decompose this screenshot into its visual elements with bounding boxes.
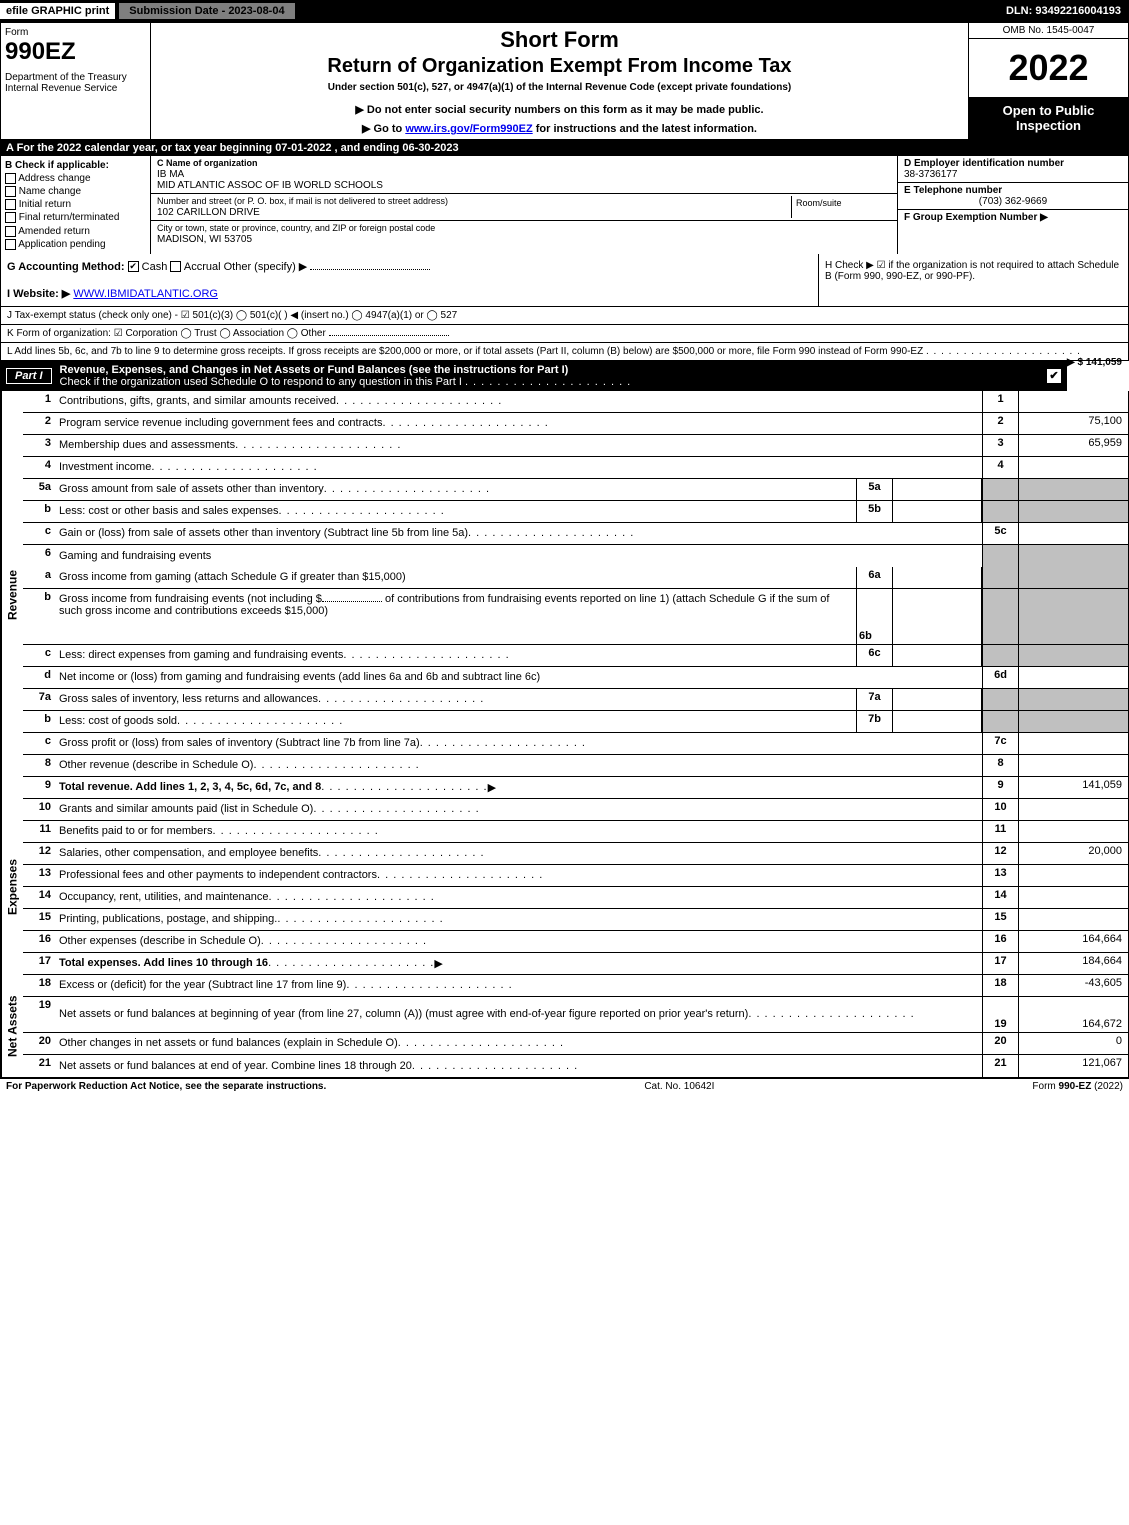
- line-11: 11Benefits paid to or for members11: [23, 821, 1128, 843]
- e-phone: E Telephone number (703) 362-9669: [898, 183, 1128, 210]
- line-6c: cLess: direct expenses from gaming and f…: [23, 645, 1128, 667]
- row-l: L Add lines 5b, 6c, and 7b to line 9 to …: [0, 343, 1129, 361]
- website-link[interactable]: WWW.IBMIDATLANTIC.ORG: [73, 288, 218, 300]
- form-ref: Form 990-EZ (2022): [1032, 1081, 1123, 1092]
- f-group: F Group Exemption Number ▶: [898, 210, 1128, 254]
- revenue-section: Revenue 1Contributions, gifts, grants, a…: [0, 391, 1129, 799]
- short-form-title: Short Form: [159, 27, 960, 53]
- cb-final[interactable]: Final return/terminated: [5, 212, 146, 223]
- line-8: 8Other revenue (describe in Schedule O)8: [23, 755, 1128, 777]
- cb-pending[interactable]: Application pending: [5, 239, 146, 250]
- header-right: OMB No. 1545-0047 2022 Open to Public In…: [968, 23, 1128, 139]
- cb-accrual[interactable]: [170, 261, 181, 272]
- line-7b: bLess: cost of goods sold7b: [23, 711, 1128, 733]
- cb-amended[interactable]: Amended return: [5, 226, 146, 237]
- netassets-section: Net Assets 18Excess or (deficit) for the…: [0, 975, 1129, 1078]
- c-street: Number and street (or P. O. box, if mail…: [151, 194, 897, 221]
- line-7a: 7aGross sales of inventory, less returns…: [23, 689, 1128, 711]
- form-header: Form 990EZ Department of the Treasury In…: [0, 22, 1129, 140]
- page-footer: For Paperwork Reduction Act Notice, see …: [0, 1078, 1129, 1094]
- line-12: 12Salaries, other compensation, and empl…: [23, 843, 1128, 865]
- line-6d: dNet income or (loss) from gaming and fu…: [23, 667, 1128, 689]
- row-a: A For the 2022 calendar year, or tax yea…: [0, 140, 1129, 156]
- line-9: 9Total revenue. Add lines 1, 2, 3, 4, 5c…: [23, 777, 1128, 799]
- line-15: 15Printing, publications, postage, and s…: [23, 909, 1128, 931]
- line-16: 16Other expenses (describe in Schedule O…: [23, 931, 1128, 953]
- col-de: D Employer identification number 38-3736…: [898, 156, 1128, 254]
- under-section: Under section 501(c), 527, or 4947(a)(1)…: [159, 82, 960, 93]
- d-ein: D Employer identification number 38-3736…: [898, 156, 1128, 183]
- cb-address[interactable]: Address change: [5, 173, 146, 184]
- col-b: B Check if applicable: Address change Na…: [1, 156, 151, 254]
- goto-pre: ▶ Go to: [362, 123, 405, 135]
- line-3: 3Membership dues and assessments365,959: [23, 435, 1128, 457]
- dln: DLN: 93492216004193: [998, 3, 1129, 19]
- netassets-label: Net Assets: [1, 975, 23, 1077]
- line-19: 19Net assets or fund balances at beginni…: [23, 997, 1128, 1033]
- return-title: Return of Organization Exempt From Incom…: [159, 55, 960, 78]
- line-5c: cGain or (loss) from sale of assets othe…: [23, 523, 1128, 545]
- line-7c: cGross profit or (loss) from sales of in…: [23, 733, 1128, 755]
- part1-checkbox[interactable]: ✔: [1047, 369, 1061, 383]
- row-j: J Tax-exempt status (check only one) - ☑…: [0, 307, 1129, 325]
- revenue-label: Revenue: [1, 391, 23, 799]
- expenses-label: Expenses: [1, 799, 23, 975]
- row-g: G Accounting Method: ✔ Cash Accrual Othe…: [1, 254, 818, 306]
- part1-title: Revenue, Expenses, and Changes in Net As…: [60, 364, 1048, 388]
- goto-line: ▶ Go to www.irs.gov/Form990EZ for instru…: [159, 122, 960, 135]
- form-number: 990EZ: [5, 38, 146, 66]
- goto-post: for instructions and the latest informat…: [533, 123, 757, 135]
- efile-label[interactable]: efile GRAPHIC print: [0, 3, 115, 19]
- header-left: Form 990EZ Department of the Treasury In…: [1, 23, 151, 139]
- line-14: 14Occupancy, rent, utilities, and mainte…: [23, 887, 1128, 909]
- expenses-section: Expenses 10Grants and similar amounts pa…: [0, 799, 1129, 975]
- cb-cash[interactable]: ✔: [128, 261, 139, 272]
- gross-receipts: ▶ $ 141,059: [1067, 357, 1122, 368]
- omb-number: OMB No. 1545-0047: [969, 23, 1128, 39]
- cb-initial[interactable]: Initial return: [5, 199, 146, 210]
- line-17: 17Total expenses. Add lines 10 through 1…: [23, 953, 1128, 975]
- line-2: 2Program service revenue including gover…: [23, 413, 1128, 435]
- c-city: City or town, state or province, country…: [151, 221, 897, 247]
- open-to-public: Open to Public Inspection: [969, 97, 1128, 139]
- do-not-enter: ▶ Do not enter social security numbers o…: [159, 103, 960, 116]
- col-c: C Name of organization IB MA MID ATLANTI…: [151, 156, 898, 254]
- other-org-input[interactable]: [329, 335, 449, 336]
- row-h: H Check ▶ ☑ if the organization is not r…: [818, 254, 1128, 306]
- top-bar: efile GRAPHIC print Submission Date - 20…: [0, 0, 1129, 22]
- website-label: I Website: ▶: [7, 288, 70, 300]
- cat-no: Cat. No. 10642I: [326, 1081, 1032, 1092]
- line-5b: bLess: cost or other basis and sales exp…: [23, 501, 1128, 523]
- part1-pill: Part I: [6, 368, 52, 384]
- other-specify-input[interactable]: [310, 269, 430, 270]
- c-name: C Name of organization IB MA MID ATLANTI…: [151, 156, 897, 194]
- submission-date: Submission Date - 2023-08-04: [119, 3, 294, 19]
- box-bcde: B Check if applicable: Address change Na…: [0, 156, 1129, 254]
- line-21: 21Net assets or fund balances at end of …: [23, 1055, 1128, 1077]
- dept-label: Department of the Treasury Internal Reve…: [5, 72, 146, 94]
- line-4: 4Investment income4: [23, 457, 1128, 479]
- cb-name[interactable]: Name change: [5, 186, 146, 197]
- line-6a: aGross income from gaming (attach Schedu…: [23, 567, 1128, 589]
- header-center: Short Form Return of Organization Exempt…: [151, 23, 968, 139]
- part1-header: Part I Revenue, Expenses, and Changes in…: [0, 361, 1067, 391]
- row-k: K Form of organization: ☑ Corporation ◯ …: [0, 325, 1129, 343]
- line-18: 18Excess or (deficit) for the year (Subt…: [23, 975, 1128, 997]
- line-1: 1Contributions, gifts, grants, and simil…: [23, 391, 1128, 413]
- paperwork-notice: For Paperwork Reduction Act Notice, see …: [6, 1081, 326, 1092]
- line-20: 20Other changes in net assets or fund ba…: [23, 1033, 1128, 1055]
- form-word: Form: [5, 27, 146, 38]
- line-6: 6Gaming and fundraising events: [23, 545, 1128, 567]
- goto-link[interactable]: www.irs.gov/Form990EZ: [405, 123, 532, 135]
- line-5a: 5aGross amount from sale of assets other…: [23, 479, 1128, 501]
- row-gh: G Accounting Method: ✔ Cash Accrual Othe…: [0, 254, 1129, 307]
- line-10: 10Grants and similar amounts paid (list …: [23, 799, 1128, 821]
- tax-year: 2022: [969, 39, 1128, 97]
- line-13: 13Professional fees and other payments t…: [23, 865, 1128, 887]
- b-title: B Check if applicable:: [5, 160, 146, 171]
- line-6b: bGross income from fundraising events (n…: [23, 589, 1128, 645]
